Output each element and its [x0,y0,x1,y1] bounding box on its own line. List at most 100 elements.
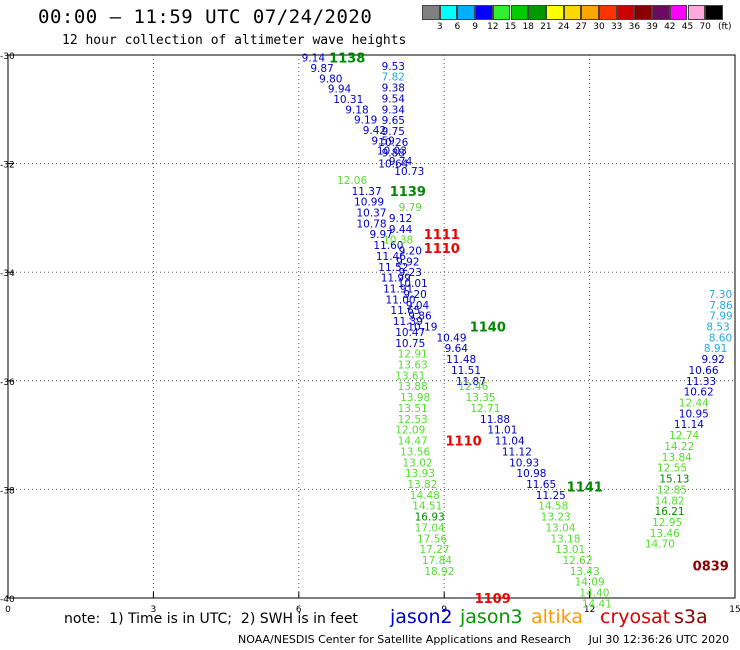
legend-swatch [545,5,564,20]
legend-label: 30 [593,22,605,32]
x-tick-label: 12 [584,605,595,615]
wave-height-value: 11.51 [451,365,481,377]
legend-swatch [705,5,723,20]
wave-height-value: 13.51 [398,403,428,415]
legend-label: 36 [628,22,641,32]
wave-height-value: 7.82 [382,72,405,84]
wave-height-value: 18.92 [424,566,454,578]
wave-height-value: 9.87 [310,63,333,75]
legend-swatch [563,5,582,20]
wave-height-value: 11.39 [393,316,423,328]
wave-height-value: 11.25 [536,490,566,502]
wave-height-value: 14.58 [538,501,568,513]
wave-height-value: 9.64 [445,343,469,355]
wave-height-value: 14.70 [645,539,675,551]
wave-height-value: 11.04 [495,436,525,448]
wave-height-value: 15.13 [659,474,689,486]
wave-height-value: 13.84 [662,452,692,464]
wave-height-value: 9.38 [382,83,405,95]
chart-subtitle: 12 hour collection of altimeter wave hei… [62,33,407,48]
wave-height-value: 11.48 [446,354,476,366]
wave-height-value: 10.03 [377,146,407,158]
legend-label: 15 [504,22,517,32]
wave-height-value: 14.40 [579,588,609,600]
wave-height-value: 10.78 [356,218,386,230]
pass-time-label: 1109 [475,592,511,607]
wave-height-value: 9.92 [396,256,419,268]
wave-height-value: 11.14 [674,419,704,431]
wave-height-value: 14.82 [655,495,685,507]
legend-swatch [528,5,546,20]
wave-height-value: 12.74 [669,430,699,442]
legend-swatch [492,5,511,20]
wave-height-value: 10.73 [394,166,424,178]
legend-swatch [652,5,670,20]
wave-height-value: 9.65 [382,115,405,127]
wave-height-value: 10.95 [679,408,709,420]
wave-height-value: 13.46 [650,528,680,540]
wave-height-value: 9.42 [363,125,386,137]
wave-height-value: 13.82 [407,479,437,491]
pass-time-label: 1110 [424,242,460,257]
legend-label: 12 [487,22,499,32]
y-tick-label: -30 [0,52,15,62]
wave-height-value: 11.87 [456,376,486,388]
satellite-altika: altika [531,606,583,628]
wave-height-value: 11.37 [352,186,382,198]
wave-height-value: 8.60 [709,332,732,344]
wave-height-value: 9.14 [302,53,326,65]
legend-swatch [475,5,493,20]
wave-height-value: 9.44 [389,224,413,236]
wave-height-value: 13.18 [550,533,580,545]
legend-swatch [581,5,599,20]
wave-height-value: 11.65 [390,305,420,317]
x-tick-label: 0 [5,605,11,615]
wave-height-value: 9.19 [354,115,377,127]
wave-height-value: 13.02 [403,457,433,469]
x-tick-label: 15 [729,605,740,615]
wave-height-value: 11.00 [386,294,416,306]
wave-height-value: 9.74 [389,156,413,168]
legend-label: 9 [472,22,478,32]
wave-height-value: 9.20 [403,289,426,301]
wave-height-value: 11.99 [381,273,411,285]
wave-height-value: 10.31 [333,94,363,106]
y-tick-label: -36 [0,378,15,388]
wave-height-value: 10.38 [383,235,413,247]
wave-height-value: 10.47 [395,327,425,339]
wave-height-value: 13.04 [545,522,575,534]
legend-swatch [599,5,617,20]
wave-height-value: 9.54 [382,93,406,105]
wave-height-value: 17.56 [417,533,447,545]
wave-height-value: 16.93 [415,512,445,524]
wave-height-value: 11.65 [526,479,556,491]
wave-height-value: 10.26 [378,137,408,149]
wave-height-value: 9.34 [382,104,406,116]
legend-label: 27 [575,22,588,32]
legend-swatch [422,5,440,20]
satellite-s3a: s3a [674,606,708,628]
legend-label: 21 [540,22,552,32]
wave-height-value: 8.53 [706,322,729,334]
wave-height-value: 14.41 [582,598,612,610]
credit-line: NOAA/NESDIS Center for Satellite Applica… [238,633,730,646]
legend-swatch [439,5,458,20]
wave-height-value: 10.75 [395,338,425,350]
footnote-text: note: 1) Time is in UTC; 2) SWH is in fe… [64,611,358,627]
wave-height-value: 12.85 [657,484,687,496]
legend-swatch [634,5,653,20]
wave-height-value: 11.46 [376,251,406,263]
plot-frame [7,54,736,599]
wave-height-value: 9.88 [382,148,405,160]
wave-height-value: 12.46 [458,381,488,393]
wave-height-value: 9.79 [399,202,422,214]
wave-height-value: 13.35 [466,392,496,404]
wave-height-value: 13.43 [570,566,600,578]
wave-height-value: 14.09 [575,577,605,589]
wave-height-value: 11.33 [686,376,716,388]
wave-height-value: 10.99 [354,197,384,209]
pass-time-label: 1110 [445,435,481,450]
wave-height-value: 7.99 [709,311,732,323]
legend-label: 39 [646,22,658,32]
